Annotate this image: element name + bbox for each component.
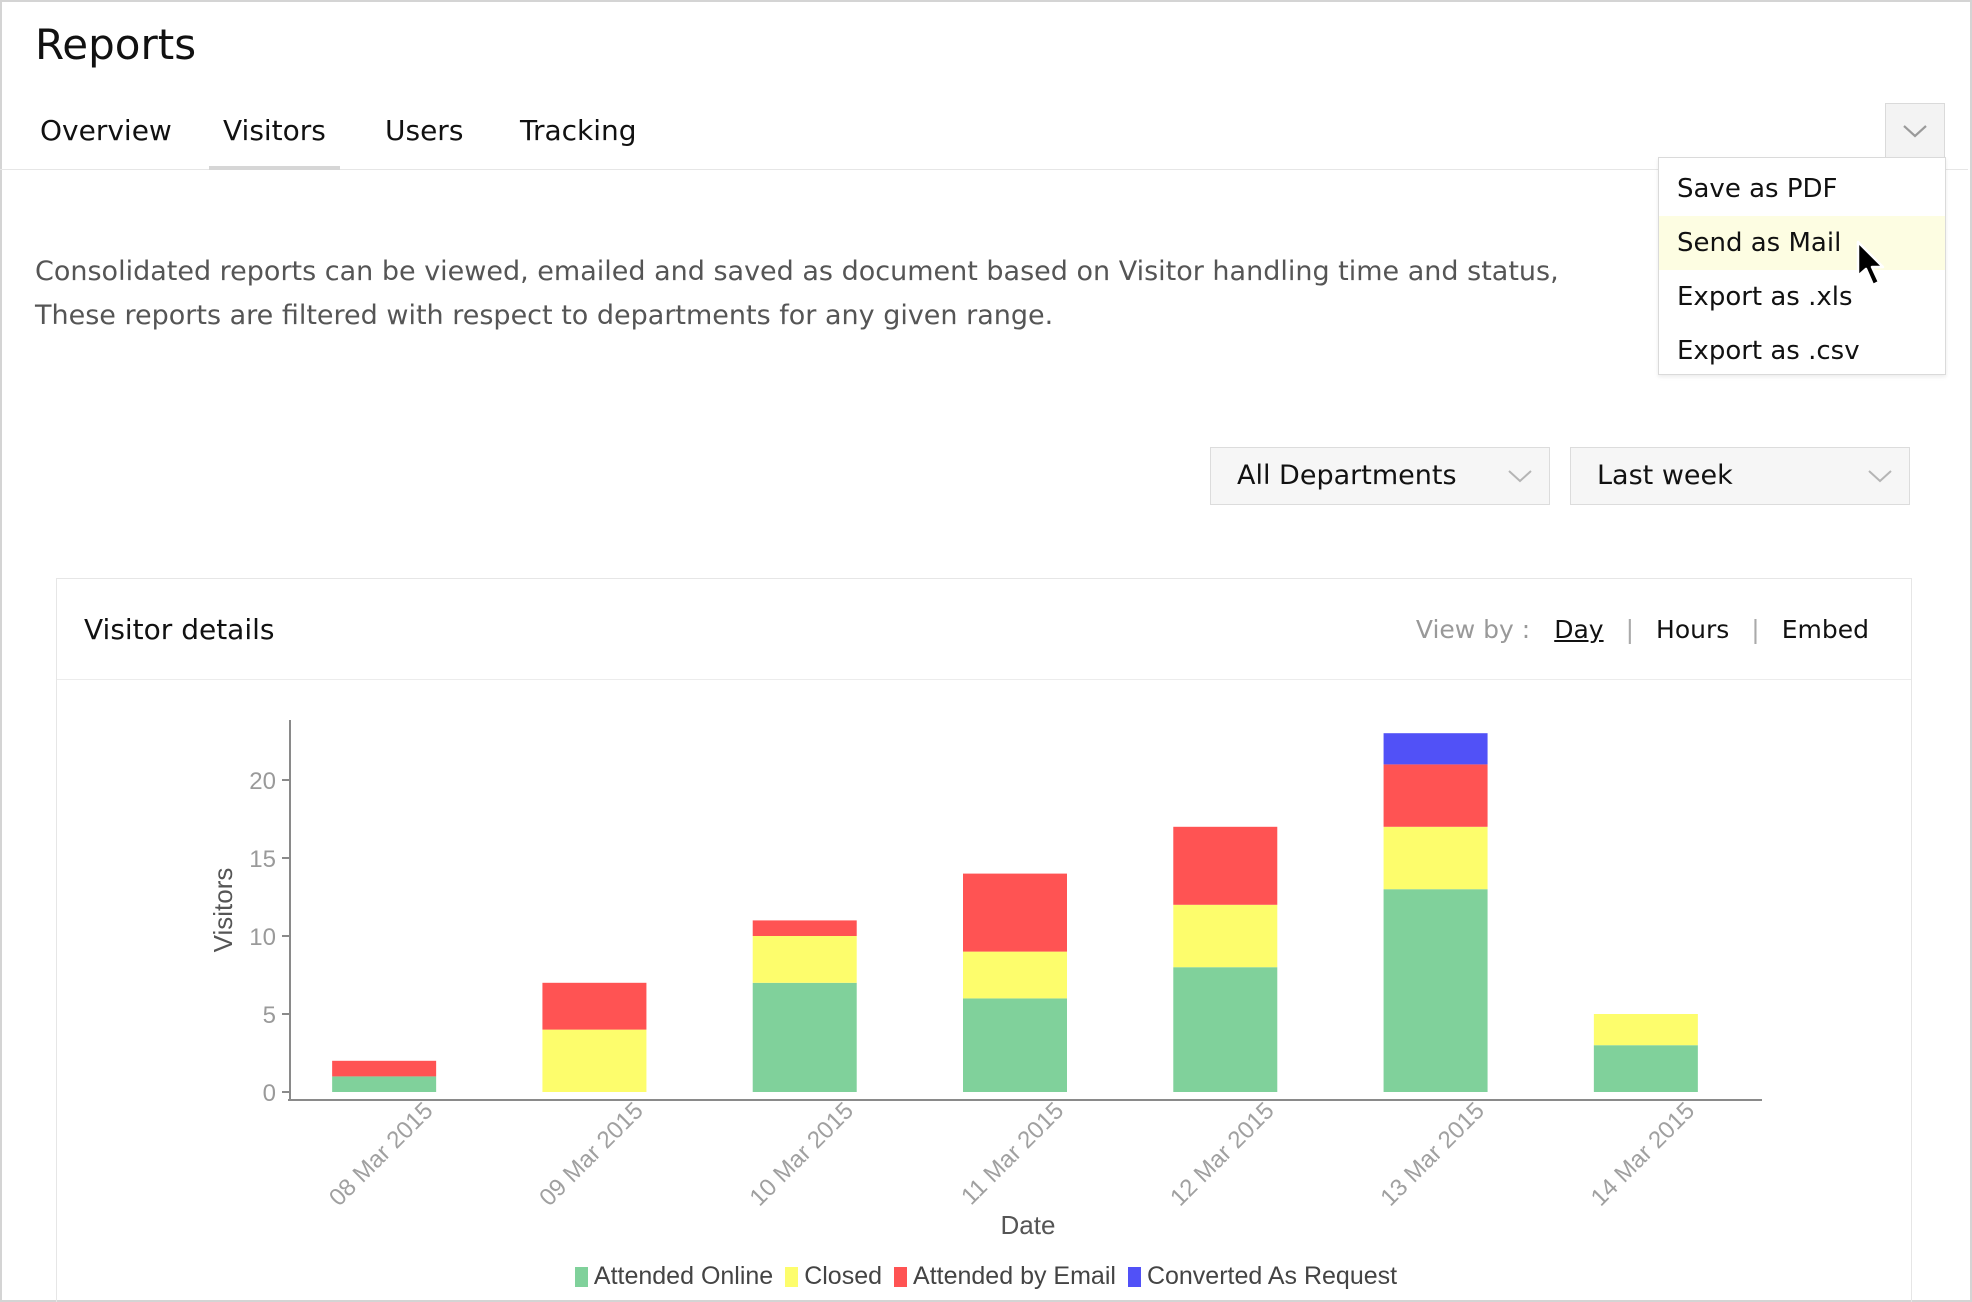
date-range-select-value: Last week — [1597, 460, 1733, 491]
y-axis-label: Visitors — [208, 868, 238, 953]
legend-item[interactable]: Closed — [785, 1262, 882, 1291]
bar-segment — [963, 951, 1067, 999]
x-tick-label: 12 Mar 2015 — [1165, 1097, 1279, 1211]
save-as-pdf-menu-item[interactable]: Save as PDF — [1677, 174, 1838, 204]
legend-swatch — [894, 1266, 908, 1287]
legend-item[interactable]: Attended by Email — [894, 1262, 1116, 1291]
panel-title: Visitor details — [84, 613, 275, 646]
bar-segment — [542, 982, 647, 1030]
chart-legend: Attended Online Closed Attended by Email Co… — [0, 1262, 1972, 1291]
tab-overview[interactable]: Overview — [40, 114, 172, 147]
view-by-day-link[interactable]: Day — [1554, 615, 1604, 644]
legend-label: Closed — [804, 1262, 883, 1290]
x-tick-label: 11 Mar 2015 — [956, 1097, 1069, 1210]
chevron-down-icon — [1508, 470, 1532, 483]
report-description: Consolidated reports can be viewed, emai… — [35, 250, 1635, 338]
bar-segment — [542, 1029, 647, 1092]
x-tick-label: 08 Mar 2015 — [324, 1097, 438, 1211]
bar-segment — [963, 998, 1067, 1092]
description-line-1: Consolidated reports can be viewed, emai… — [35, 256, 1559, 287]
legend-swatch — [1127, 1266, 1141, 1287]
legend-label: Attended by Email — [913, 1262, 1116, 1290]
bar-segment — [1383, 764, 1488, 827]
bar-segment — [332, 1060, 437, 1077]
bar-segment — [1173, 826, 1278, 905]
bar-segment — [752, 982, 857, 1092]
department-select[interactable]: All Departments — [1210, 447, 1550, 505]
legend-label: Attended Online — [593, 1262, 774, 1290]
y-tick-label: 0 — [263, 1080, 276, 1107]
actions-menu-toggle[interactable] — [1885, 103, 1945, 159]
bar-segment — [1383, 826, 1488, 890]
bar-segment — [1383, 889, 1488, 1092]
bar-segment — [1593, 1045, 1698, 1092]
separator: | — [1625, 615, 1635, 644]
visitor-details-panel: Visitor details View by : Day | Hours | … — [56, 578, 1912, 1302]
description-line-2: These reports are filtered with respect … — [35, 300, 1054, 331]
chevron-down-icon — [1903, 125, 1927, 138]
legend-swatch — [785, 1266, 799, 1287]
x-tick-label: 14 Mar 2015 — [1586, 1097, 1700, 1211]
panel-header: Visitor details View by : Day | Hours | … — [57, 579, 1911, 680]
y-tick-label: 20 — [249, 768, 276, 795]
bar-segment — [1173, 967, 1278, 1092]
view-by-controls: View by : Day | Hours | Embed — [1416, 615, 1869, 644]
date-range-select[interactable]: Last week — [1570, 447, 1910, 505]
embed-link[interactable]: Embed — [1781, 615, 1869, 644]
x-axis-label: Date — [1001, 1210, 1056, 1240]
bar-segment — [752, 936, 857, 983]
view-by-label: View by : — [1415, 615, 1531, 644]
tab-users[interactable]: Users — [385, 114, 464, 147]
page-title: Reports — [35, 20, 197, 69]
bar-segment — [1383, 733, 1488, 765]
y-tick-label: 5 — [263, 1002, 276, 1029]
bar-segment — [963, 873, 1067, 952]
y-tick-label: 10 — [249, 924, 276, 951]
chevron-down-icon — [1868, 470, 1892, 483]
bar-segment — [1173, 904, 1278, 968]
legend-label: Converted As Request — [1146, 1262, 1398, 1290]
legend-item[interactable]: Converted As Request — [1127, 1262, 1398, 1291]
y-tick-label: 15 — [249, 846, 276, 873]
legend-item[interactable]: Attended Online — [574, 1262, 774, 1291]
x-tick-label: 10 Mar 2015 — [745, 1097, 859, 1211]
tab-bar: Overview Visitors Users Tracking — [0, 108, 1968, 170]
actions-menu: Save as PDF Send as Mail Export as .xls … — [1658, 157, 1946, 375]
mouse-pointer-icon — [1856, 240, 1885, 287]
bar-segment — [1593, 1014, 1698, 1046]
view-by-hours-link[interactable]: Hours — [1656, 615, 1730, 644]
legend-swatch — [574, 1266, 588, 1287]
export-csv-menu-item[interactable]: Export as .csv — [1677, 336, 1860, 366]
tab-visitors[interactable]: Visitors — [209, 108, 340, 170]
department-select-value: All Departments — [1237, 460, 1457, 491]
separator: | — [1751, 615, 1760, 644]
export-xls-menu-item[interactable]: Export as .xls — [1677, 282, 1853, 312]
bar-segment — [752, 920, 857, 936]
send-as-mail-menu-item[interactable]: Send as Mail — [1659, 216, 1945, 270]
bar-segment — [332, 1076, 437, 1092]
visitors-stacked-bar-chart: 0 5 10 15 20 Visitors 08 Mar 2015 09 Mar 2015 10… — [208, 720, 1762, 1240]
tab-tracking[interactable]: Tracking — [520, 114, 637, 147]
x-tick-label: 13 Mar 2015 — [1375, 1097, 1489, 1211]
x-tick-label: 09 Mar 2015 — [534, 1097, 648, 1211]
